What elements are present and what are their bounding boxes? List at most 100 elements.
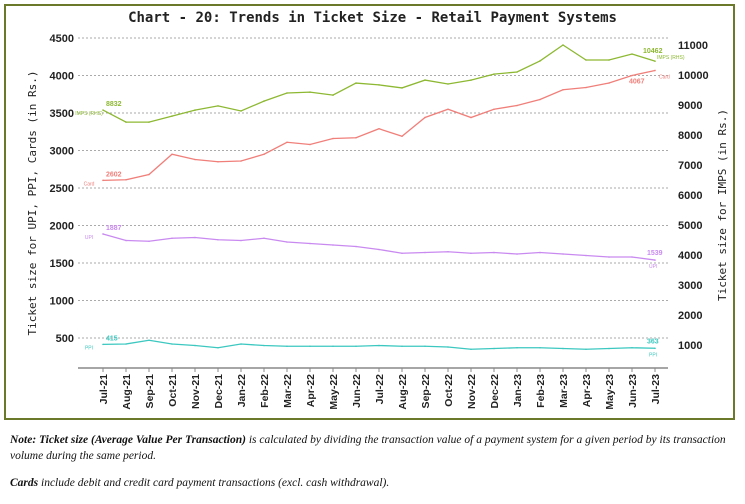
- upi-data-point: [470, 252, 472, 255]
- ppi-start-series-label: PPI: [85, 345, 93, 351]
- imps-data-point: [194, 109, 196, 111]
- card-data-point: [240, 160, 242, 162]
- x-tick-label: Jun-23: [627, 374, 639, 408]
- card-start-value: 2602: [106, 171, 122, 178]
- x-tick-label: Nov-22: [466, 374, 478, 409]
- imps-series-line: [102, 44, 656, 123]
- card-start-series-label: Card: [84, 181, 95, 187]
- ppi-data-point: [401, 345, 403, 348]
- card-data-point: [309, 143, 311, 146]
- card-data-point: [194, 158, 196, 161]
- ppi-data-point: [102, 343, 104, 346]
- note-text: include debit and credit card payment tr…: [38, 477, 390, 489]
- y-left-tick-label: 2000: [50, 221, 74, 233]
- note-cards: Cards include debit and credit card paym…: [10, 475, 735, 491]
- x-tick-label: Mar-22: [282, 374, 294, 408]
- x-tick-label: Oct-22: [443, 374, 455, 407]
- ppi-data-point: [516, 346, 518, 349]
- card-data-point: [125, 178, 127, 181]
- imps-data-point: [493, 73, 495, 75]
- card-data-point: [516, 104, 518, 107]
- x-tick-label: May-23: [604, 374, 616, 410]
- upi-data-point: [493, 251, 495, 254]
- note-ticket-size: Note: Ticket size (Average Value Per Tra…: [10, 432, 735, 464]
- upi-data-point: [516, 253, 518, 255]
- y-left-tick-label: 4500: [50, 33, 74, 45]
- imps-end-series-label: IMPS (RHS): [657, 55, 685, 61]
- card-series-line: [102, 69, 656, 181]
- upi-data-point: [631, 256, 633, 258]
- imps-data-point: [585, 59, 587, 61]
- ppi-data-point: [654, 347, 656, 350]
- y-right-tick-label: 8000: [678, 130, 702, 142]
- y-left-tick-label: 3000: [50, 146, 74, 158]
- card-data-point: [286, 141, 288, 144]
- upi-data-point: [217, 238, 219, 241]
- upi-data-point: [102, 233, 104, 235]
- imps-data-point: [539, 60, 541, 62]
- y-right-tick-label: 6000: [678, 190, 702, 202]
- chart-title: Chart - 20: Trends in Ticket Size - Reta…: [128, 10, 617, 26]
- imps-start-series-label: IMPS (RHS): [75, 111, 103, 117]
- card-data-point: [102, 179, 104, 182]
- imps-data-point: [286, 92, 288, 94]
- imps-data-point: [378, 84, 380, 86]
- y-right-tick-label: 2000: [678, 310, 702, 322]
- card-data-point: [424, 116, 426, 119]
- y-right-tick-label: 11000: [678, 40, 708, 52]
- upi-data-point: [401, 252, 403, 255]
- ppi-data-point: [171, 343, 173, 345]
- ppi-data-point: [631, 346, 633, 349]
- x-tick-label: Jul-22: [374, 374, 386, 405]
- imps-data-point: [171, 115, 173, 117]
- y-right-tick-label: 5000: [678, 220, 702, 232]
- ppi-data-point: [493, 347, 495, 350]
- imps-data-point: [608, 59, 610, 61]
- x-tick-label: Jul-21: [98, 374, 110, 405]
- imps-data-point: [447, 83, 449, 85]
- x-tick-label: Dec-21: [213, 374, 225, 409]
- card-data-point: [217, 160, 219, 163]
- card-data-point: [171, 153, 173, 156]
- upi-data-point: [424, 251, 426, 254]
- ppi-data-point: [378, 344, 380, 347]
- ppi-data-point: [240, 343, 242, 345]
- note-text: is calculated by dividing the transactio…: [10, 434, 726, 462]
- ppi-data-point: [263, 344, 265, 347]
- upi-data-point: [171, 237, 173, 240]
- y-left-tick-label: 3500: [50, 108, 74, 120]
- card-data-point: [631, 74, 633, 77]
- x-tick-label: Oct-21: [167, 374, 179, 407]
- upi-data-point: [148, 240, 150, 243]
- ppi-data-point: [585, 348, 587, 351]
- card-end-value: 4067: [629, 78, 645, 85]
- ppi-end-series-label: PPI: [649, 352, 657, 358]
- x-tick-label: Apr-22: [305, 374, 317, 407]
- upi-data-point: [654, 259, 656, 261]
- ppi-data-point: [309, 345, 311, 348]
- ppi-data-point: [424, 345, 426, 348]
- upi-data-point: [125, 239, 127, 242]
- imps-data-point: [125, 121, 127, 123]
- ppi-data-point: [447, 346, 449, 348]
- x-tick-label: May-22: [328, 374, 340, 410]
- upi-end-value: 1539: [647, 250, 663, 257]
- ppi-data-point: [217, 346, 219, 349]
- note-bold: Cards: [10, 477, 39, 489]
- note-bold: Note: Ticket size (Average Value Per Tra…: [10, 434, 246, 446]
- card-data-point: [355, 136, 357, 139]
- imps-data-point: [332, 94, 334, 96]
- x-tick-label: Jul-23: [650, 374, 662, 405]
- y-right-axis-label: Ticket size for IMPS (in Rs.): [716, 109, 729, 301]
- y-left-tick-label: 4000: [50, 71, 74, 83]
- imps-end-value: 10462: [643, 48, 663, 55]
- x-tick-label: Aug-21: [121, 374, 133, 410]
- card-end-series-label: Card: [659, 74, 670, 80]
- imps-data-point: [148, 121, 150, 123]
- upi-start-value: 1887: [106, 225, 122, 232]
- ppi-data-point: [608, 347, 610, 350]
- imps-start-value: 8832: [106, 101, 122, 108]
- imps-data-point: [102, 109, 104, 111]
- card-data-point: [585, 86, 587, 89]
